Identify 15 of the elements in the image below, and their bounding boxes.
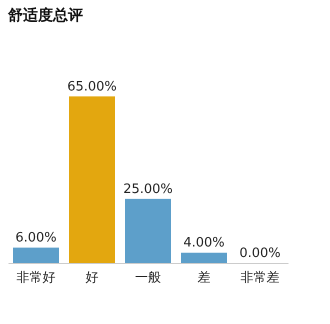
chart-title: 舒适度总评	[7, 6, 83, 24]
data-label: 65.00%	[67, 79, 117, 94]
bar	[181, 252, 227, 263]
data-label: 25.00%	[123, 182, 173, 197]
x-tick-label: 非常好	[16, 270, 56, 286]
x-tick-label: 一般	[135, 270, 161, 286]
data-label: 6.00%	[15, 230, 57, 246]
bar	[69, 96, 115, 263]
data-label: 0.00%	[239, 246, 281, 261]
x-tick-label: 非常差	[240, 270, 280, 286]
x-tick-label: 差	[198, 270, 210, 286]
data-label: 4.00%	[183, 236, 225, 251]
bar	[125, 198, 171, 263]
x-tick-label: 好	[86, 270, 98, 286]
bar	[13, 248, 59, 263]
